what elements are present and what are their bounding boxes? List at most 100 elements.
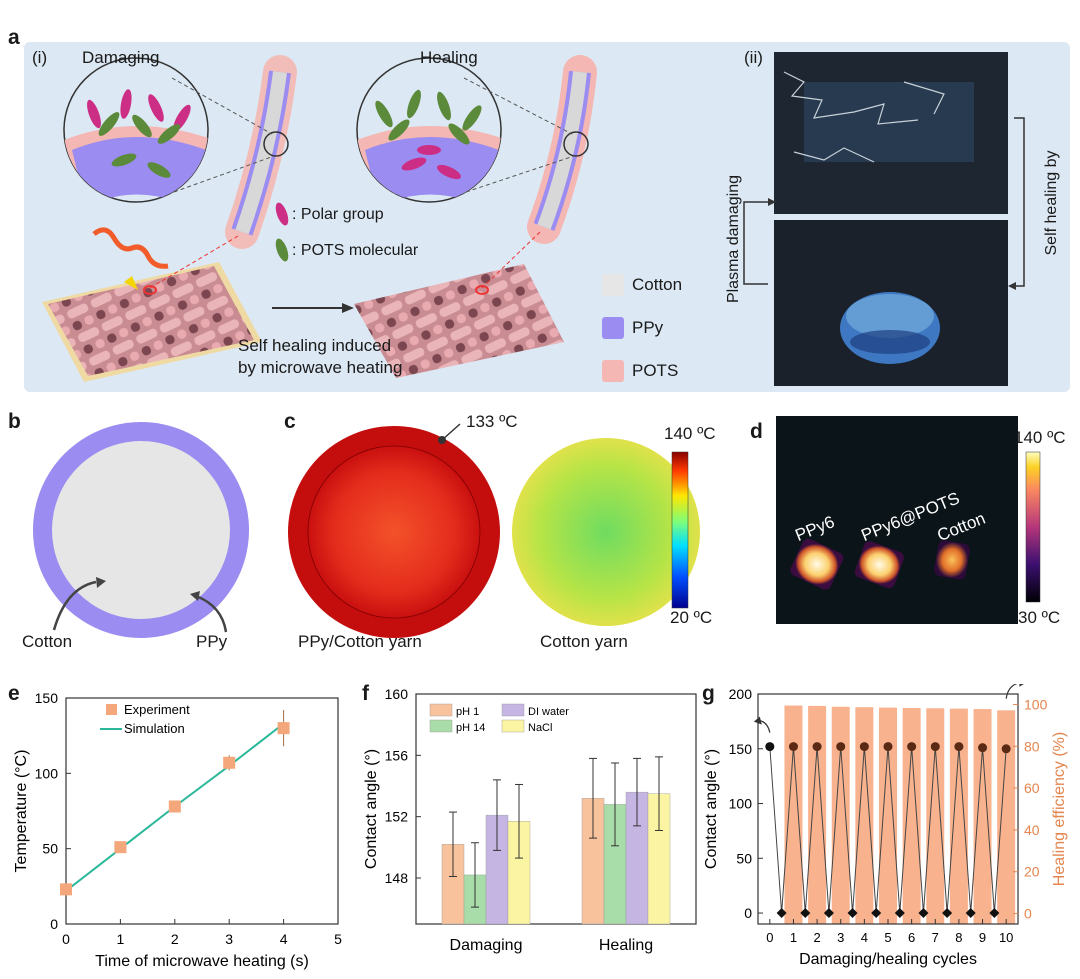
process-arrow-icon: [342, 303, 354, 313]
y2-tick-label: 0: [1024, 906, 1032, 922]
y-tick-label: 150: [729, 741, 753, 757]
x-tick-label: 0: [766, 930, 773, 945]
panel-c-right-caption: Cotton yarn: [540, 632, 628, 651]
y-tick-label: 152: [385, 809, 409, 825]
panel-c-scale-max: 140 ºC: [664, 424, 716, 443]
legend-swatch: [501, 703, 525, 717]
legend-pots: POTS: [632, 361, 679, 380]
damaged-point: [800, 908, 811, 919]
photo-healed: [774, 220, 1008, 386]
panel-c-simulation: [288, 423, 700, 638]
cotton-hotspot: [934, 540, 970, 580]
x-tick-label: 2: [171, 931, 179, 947]
x-axis-label: Damaging/healing cycles: [799, 951, 977, 968]
damaged-point: [894, 908, 905, 919]
experiment-point: [60, 883, 72, 896]
panel-b-ppy-label: PPy: [196, 632, 228, 651]
thermal-image-background: [776, 416, 1018, 624]
healed-point: [954, 742, 964, 752]
legend-ppy: PPy: [632, 318, 664, 337]
y-axis-label: Temperature (°C): [13, 750, 30, 873]
y-tick-label: 50: [736, 850, 752, 866]
healed-point: [859, 742, 869, 752]
damaged-point: [989, 908, 1000, 919]
x-tick-label: 4: [280, 931, 288, 947]
self-healing-by-label: Self healing by: [1043, 150, 1060, 256]
x-tick-label: 3: [225, 931, 233, 947]
panel-a-illustration: [42, 52, 1025, 386]
left-axis-pointer: [759, 719, 771, 733]
x-tick-label: 2: [813, 930, 820, 945]
left-axis-pointer-head: [753, 716, 762, 725]
healed-point: [978, 743, 988, 753]
efficiency-bar: [784, 705, 803, 924]
plasma-damaging-label: Plasma damaging: [725, 174, 742, 304]
x-tick-label: 0: [62, 931, 70, 947]
y2-tick-label: 80: [1024, 738, 1040, 754]
legend-label: pH 1: [456, 706, 479, 718]
panel-label-c: c: [284, 410, 296, 433]
y-tick-label: 156: [385, 747, 409, 763]
panel-label-g: g: [702, 682, 715, 705]
panel-g-chart: 0 1 2 3 4 5 6 7 8 9 10050100150200020406080100Dama…: [703, 684, 1068, 968]
damaged-point: [942, 908, 953, 919]
efficiency-bar: [808, 705, 827, 924]
pots-molecular-legend: : POTS molecular: [292, 242, 419, 259]
x-tick-label: 6: [908, 930, 915, 945]
healed-point: [883, 742, 893, 752]
sub-label-ii: (ii): [744, 48, 763, 67]
cotton-core: [52, 441, 230, 619]
panel-b-cotton-label: Cotton: [22, 632, 73, 651]
legend-label: pH 14: [456, 722, 485, 734]
healing-zoom-circle: [356, 57, 502, 203]
panel-a: (i) Damaging Healing : Polar group : POT…: [24, 42, 1070, 392]
damaged-point: [871, 908, 882, 919]
panel-d-scale-max: 140 ºC: [1014, 428, 1066, 447]
legend-swatch: [429, 719, 453, 733]
x-category-label: Healing: [599, 937, 653, 954]
x-tick-label: 8: [955, 930, 962, 945]
y-tick-label: 0: [744, 905, 752, 921]
legend-cotton: Cotton: [632, 275, 683, 294]
self-healing-caption-1: Self healing induced: [238, 336, 392, 355]
polar-group-icon: [275, 202, 289, 226]
damaged-point: [823, 908, 834, 919]
healed-point: [788, 742, 798, 752]
y-tick-label: 50: [42, 841, 58, 857]
ppy6-hotspot: [790, 538, 844, 590]
legend-swatch: [429, 703, 453, 717]
y-tick-label: 148: [385, 870, 409, 886]
efficiency-bar: [902, 708, 921, 924]
panel-label-d: d: [750, 420, 763, 443]
y2-tick-label: 100: [1024, 696, 1048, 712]
panel-label-e: e: [8, 682, 20, 705]
ppy-arrow-icon: [190, 591, 200, 601]
efficiency-bar: [855, 707, 874, 924]
x-tick-label: 1: [117, 931, 125, 947]
y-tick-label: 150: [35, 690, 59, 706]
x-category-label: Damaging: [450, 937, 523, 954]
healed-point: [907, 742, 917, 752]
y-tick-label: 100: [729, 796, 753, 812]
x-tick-label: 7: [932, 930, 939, 945]
panel-c-left-caption: PPy/Cotton yarn: [298, 632, 422, 651]
legend-swatch: [501, 719, 525, 733]
y-axis-label: Contact angle (°): [363, 749, 380, 869]
healed-point: [1001, 744, 1011, 754]
healed-fabric: [354, 264, 564, 378]
plot-frame: [65, 697, 339, 925]
panel-label-b: b: [8, 410, 21, 433]
y-tick-label: 100: [35, 765, 59, 781]
healed-point: [836, 742, 846, 752]
panel-d-scale-min: 30 ºC: [1018, 608, 1061, 627]
healed-point: [812, 742, 822, 752]
damaged-point: [965, 908, 976, 919]
efficiency-bar: [879, 707, 897, 924]
experiment-point: [168, 800, 181, 813]
temperature-colorbar: [671, 451, 689, 609]
panel-label-a: a: [8, 26, 20, 49]
legend-experiment-marker: [106, 704, 117, 715]
healing-title: Healing: [420, 48, 478, 67]
legend-label: DI water: [528, 706, 569, 718]
